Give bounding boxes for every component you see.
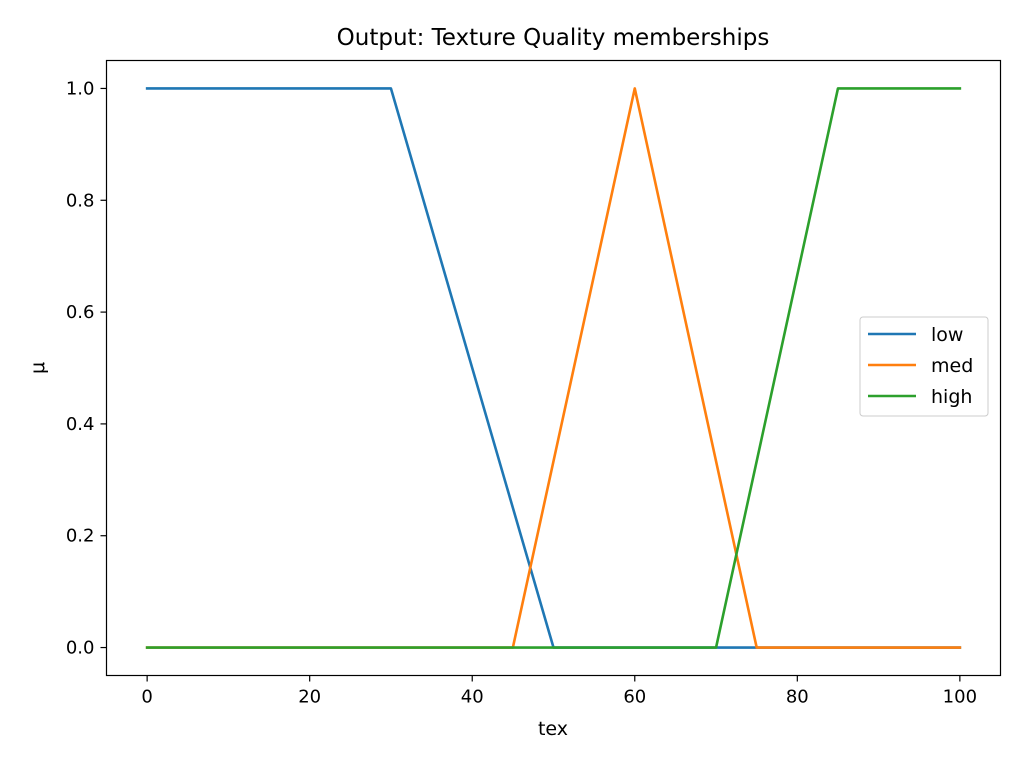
y-axis-ticks: 0.0 0.2 0.4 0.6 0.8 1.0	[66, 78, 107, 659]
y-tick-label: 0.4	[66, 414, 95, 435]
x-tick-label: 40	[461, 687, 484, 708]
legend-items: low med high	[868, 324, 973, 408]
y-axis-label: μ	[27, 362, 49, 374]
legend-box	[859, 316, 989, 417]
series-layer	[145, 87, 962, 649]
y-tick-label: 0.0	[66, 638, 95, 659]
y-tick-label: 0.6	[66, 302, 95, 323]
legend-label-low: low	[931, 324, 963, 346]
x-tick-label: 0	[141, 687, 152, 708]
plot-frame	[105, 59, 1002, 677]
x-tick-label: 60	[623, 687, 646, 708]
legend-label-med: med	[931, 355, 973, 377]
series-line-high	[145, 87, 962, 649]
x-tick-label: 100	[943, 687, 977, 708]
y-tick-label: 0.2	[66, 526, 95, 547]
series-line-med	[145, 87, 962, 649]
y-tick-label: 0.8	[66, 190, 95, 211]
legend: low med high	[859, 316, 989, 417]
y-tick-label: 1.0	[66, 78, 95, 99]
x-tick-label: 20	[298, 687, 321, 708]
series-line-low	[145, 87, 962, 649]
chart-title: Output: Texture Quality memberships	[337, 25, 770, 51]
legend-label-high: high	[931, 386, 972, 408]
x-axis-ticks: 0 20 40 60 80 100	[141, 675, 977, 708]
x-tick-label: 80	[786, 687, 809, 708]
x-axis-label: tex	[538, 718, 568, 740]
